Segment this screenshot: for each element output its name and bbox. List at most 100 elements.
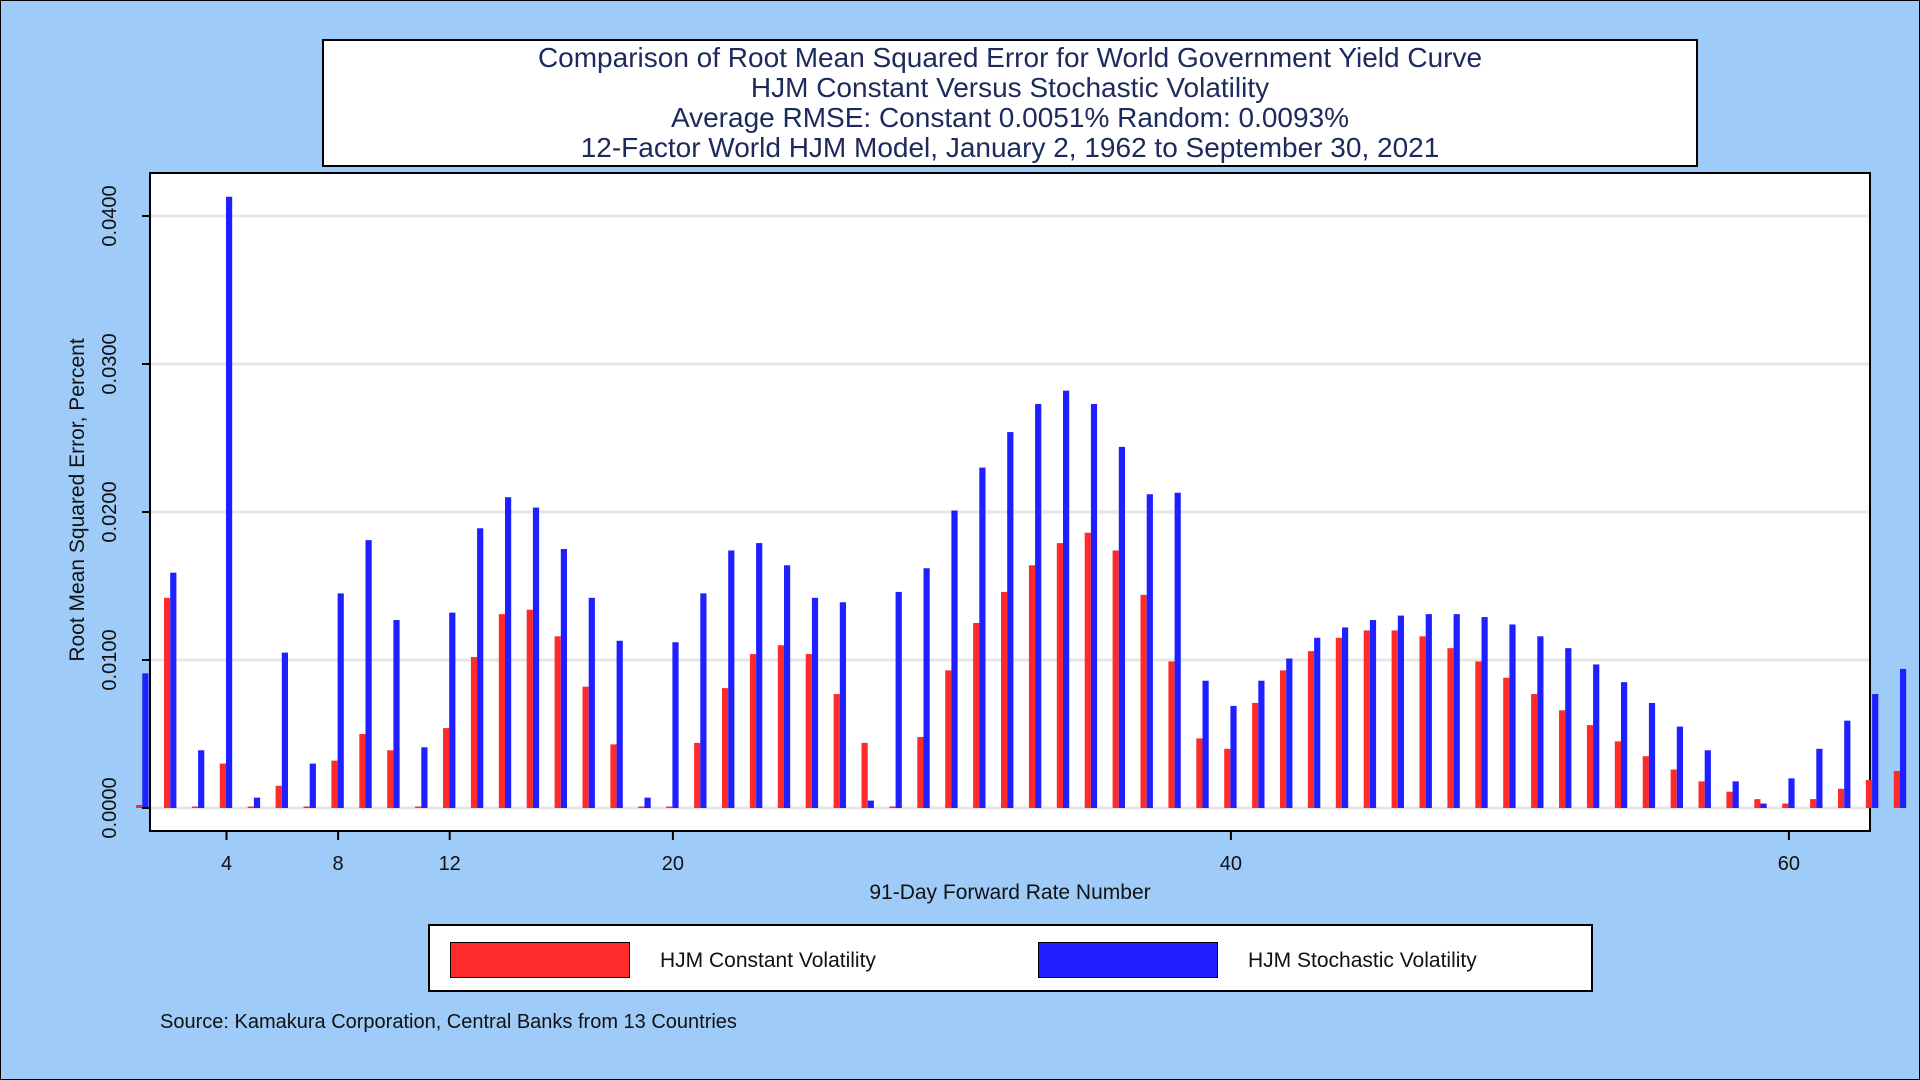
bar-stochastic	[142, 673, 149, 808]
bar-stochastic	[505, 497, 512, 808]
bar-constant	[945, 670, 952, 808]
bar-constant	[805, 654, 812, 808]
chart-title-line-4: 12-Factor World HJM Model, January 2, 19…	[580, 132, 1440, 163]
y-tick-label: 0.0100	[99, 629, 121, 690]
bar-constant	[1586, 725, 1594, 808]
y-tick-label: 0.0400	[99, 185, 121, 246]
bar-constant	[359, 734, 366, 808]
bar-constant	[1140, 594, 1147, 808]
bar-constant	[275, 785, 282, 808]
chart-title-line-1: Comparison of Root Mean Squared Error fo…	[537, 42, 1483, 73]
bar-constant	[1028, 565, 1036, 808]
bar-constant	[1307, 651, 1315, 808]
bar-stochastic	[337, 593, 344, 808]
bar-constant	[1838, 788, 1845, 808]
bar-stochastic	[1648, 702, 1656, 808]
bar-stochastic	[616, 640, 623, 808]
bar-stochastic	[644, 797, 651, 808]
bar-constant	[1419, 636, 1426, 808]
bar-constant	[917, 736, 924, 808]
bar-stochastic	[1760, 803, 1767, 808]
bar-constant	[1168, 661, 1175, 808]
bar-stochastic	[784, 565, 791, 808]
legend-label-constant: HJM Constant Volatility	[660, 949, 876, 972]
bar-constant	[526, 609, 533, 808]
bar-stochastic	[1118, 446, 1125, 808]
bar-stochastic	[1230, 705, 1237, 808]
bar-constant	[1810, 799, 1817, 808]
bar-constant	[1280, 670, 1287, 808]
bar-stochastic	[449, 612, 456, 808]
bar-constant	[1531, 694, 1538, 808]
bar-stochastic	[1788, 778, 1795, 808]
bar-stochastic	[1704, 750, 1711, 808]
bar-constant	[749, 654, 757, 808]
bar-stochastic	[560, 549, 567, 808]
x-axis-label: 91-Day Forward Rate Number	[869, 881, 1150, 904]
bar-stochastic	[309, 763, 316, 808]
bar-constant	[1865, 779, 1873, 808]
bar-constant	[833, 694, 840, 808]
bar-constant	[694, 742, 701, 808]
axes: 0.0000 0.0100 0.0200 0.0300 0.0400 4 8 12 20 40 60…	[99, 185, 1800, 875]
bar-stochastic	[588, 597, 595, 808]
bar-stochastic	[1509, 624, 1516, 808]
bar-stochastic	[1174, 492, 1181, 808]
bar-stochastic	[477, 528, 484, 808]
bar-stochastic	[1090, 403, 1098, 808]
bar-stochastic	[756, 543, 763, 808]
bar-constant	[191, 806, 199, 808]
bar-stochastic	[1146, 494, 1153, 808]
y-tick-label: 0.0200	[99, 481, 121, 542]
bar-constant	[1475, 661, 1482, 808]
bar-stochastic	[728, 550, 735, 808]
bar-stochastic	[1342, 627, 1349, 808]
bar-stochastic	[253, 797, 261, 808]
bar-stochastic	[700, 593, 707, 808]
bar-constant	[1084, 532, 1091, 808]
bar-stochastic	[1844, 720, 1851, 808]
bar-stochastic	[1816, 748, 1823, 808]
bar-constant	[610, 744, 617, 808]
bar-stochastic	[672, 642, 679, 808]
bar-constant	[1252, 702, 1259, 808]
bar-stochastic	[1537, 636, 1544, 808]
bar-constant	[722, 688, 729, 808]
bar-stochastic	[1202, 680, 1209, 808]
bar-stochastic	[811, 597, 819, 808]
bar-constant	[303, 806, 310, 808]
chart-title-box: Comparison of Root Mean Squared Error fo…	[322, 39, 1698, 167]
bar-stochastic	[421, 747, 428, 808]
bar-constant	[554, 636, 561, 808]
y-tick-label: 0.0300	[99, 333, 121, 394]
legend-swatch-constant	[450, 942, 630, 978]
x-tick-label: 60	[1778, 853, 1800, 875]
bar-stochastic	[1007, 432, 1014, 808]
bar-constant	[1782, 803, 1789, 808]
bar-constant	[1670, 769, 1677, 808]
bar-constant	[1642, 756, 1649, 808]
bar-stochastic	[923, 568, 930, 808]
bar-stochastic	[1565, 648, 1572, 808]
bar-constant	[164, 597, 171, 808]
bar-constant	[331, 760, 338, 808]
bar-constant	[1754, 799, 1761, 808]
bar-constant	[1503, 677, 1510, 808]
bar-stochastic	[1676, 726, 1683, 808]
bar-constant	[1335, 637, 1342, 808]
bar-stochastic	[1481, 617, 1488, 808]
x-tick-label: 12	[439, 853, 461, 875]
legend: HJM Constant Volatility HJM Stochastic V…	[428, 924, 1593, 992]
bar-constant	[1112, 550, 1119, 808]
source-note: Source: Kamakura Corporation, Central Ba…	[160, 1011, 737, 1033]
bar-constant	[861, 742, 868, 808]
bar-constant	[1056, 543, 1063, 808]
bar-stochastic	[393, 620, 400, 808]
bar-stochastic	[1063, 390, 1070, 808]
bar-stochastic	[951, 510, 958, 808]
x-tick-label: 40	[1220, 853, 1242, 875]
bar-stochastic	[1900, 668, 1907, 808]
bar-stochastic	[1369, 620, 1377, 808]
bar-constant	[1447, 648, 1454, 808]
bar-constant	[1698, 781, 1705, 808]
